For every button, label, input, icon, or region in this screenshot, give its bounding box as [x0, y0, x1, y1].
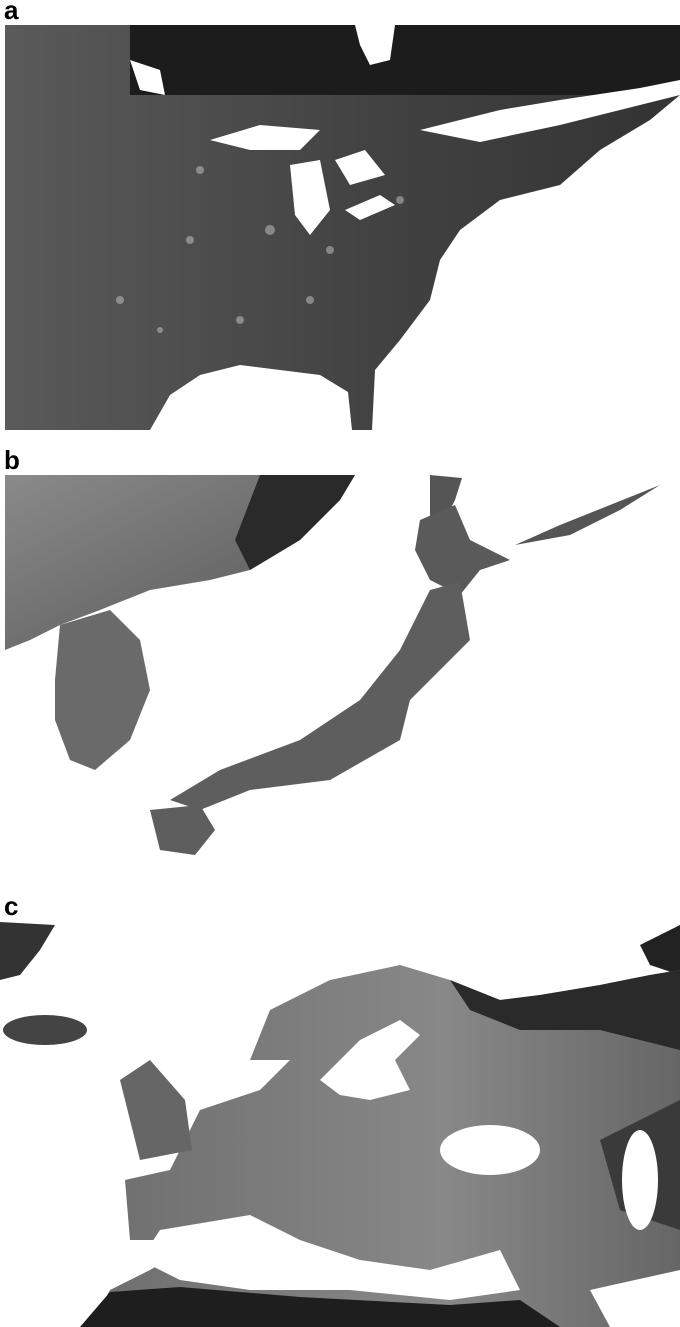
honshu: [170, 582, 470, 810]
panel-label: a: [4, 0, 19, 25]
land-north: [130, 25, 680, 95]
kyushu: [150, 805, 215, 855]
panel-c: c: [0, 891, 680, 1327]
caspian-sea: [622, 1130, 658, 1230]
panel-label: b: [4, 445, 20, 475]
black-sea: [440, 1125, 540, 1175]
islands: [515, 485, 660, 545]
hokkaido: [415, 505, 510, 595]
island-north: [640, 925, 680, 975]
figure: a b c: [0, 0, 680, 1327]
britain: [120, 1060, 192, 1160]
iceland: [3, 1015, 87, 1045]
panel-b: b: [4, 445, 660, 855]
panel-a: a: [4, 0, 680, 430]
greenland: [0, 922, 55, 980]
korea: [55, 610, 150, 770]
page: {"panels": [{"label": "a"}, {"label": "b…: [0, 0, 680, 1327]
panel-label: c: [4, 891, 18, 921]
